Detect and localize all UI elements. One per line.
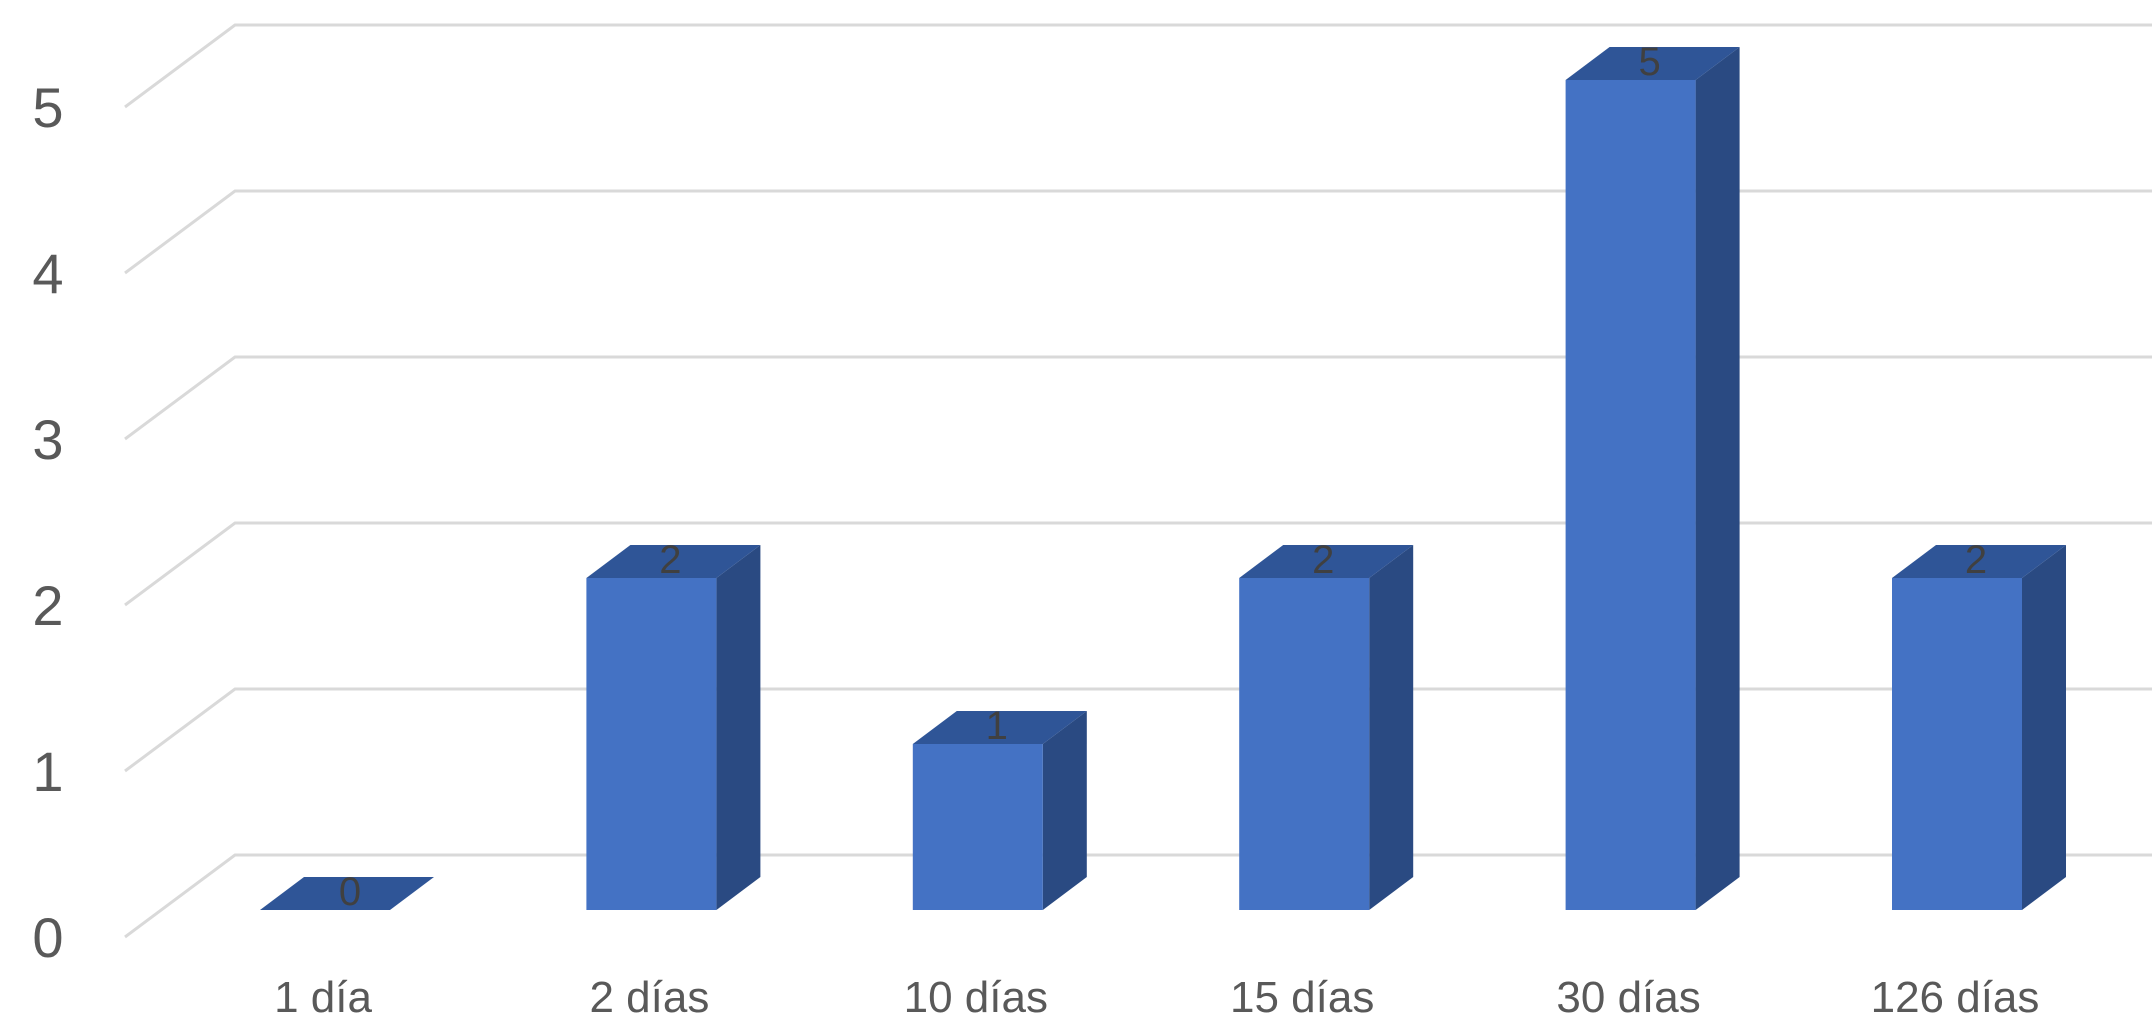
data-label: 2 — [659, 538, 681, 582]
y-tick-label: 5 — [32, 76, 63, 139]
data-label: 2 — [1965, 538, 1987, 582]
gridline — [124, 189, 2152, 275]
bar-top — [1239, 545, 1414, 578]
bar — [1239, 545, 1414, 910]
y-tick-label: 4 — [32, 242, 63, 305]
data-label: 5 — [1638, 40, 1660, 84]
gridline — [124, 853, 2152, 939]
bar — [586, 545, 761, 910]
data-label: 2 — [1312, 538, 1334, 582]
bar-side — [716, 545, 761, 910]
bar-side — [1695, 47, 1740, 910]
gridline — [124, 355, 2152, 441]
gridline — [124, 687, 2152, 773]
x-axis-labels: 1 día 2 días 10 días 15 días 30 días 126 días — [274, 973, 2039, 1017]
gridline — [124, 521, 2152, 607]
y-tick-label: 1 — [32, 740, 63, 803]
bar-front — [1892, 578, 2022, 910]
bar-side — [1369, 545, 1414, 910]
x-category-label: 30 días — [1556, 973, 1700, 1017]
bar-side — [2022, 545, 2066, 910]
bar-top — [912, 711, 1087, 744]
bars: 0 2 1 2 5 2 — [260, 40, 2066, 914]
bar — [1892, 545, 2066, 910]
bar — [912, 711, 1087, 910]
y-tick-label: 3 — [32, 408, 63, 471]
data-label: 0 — [339, 870, 361, 914]
bar-front — [912, 744, 1043, 910]
gridlines — [124, 23, 2152, 939]
bar-top — [1565, 47, 1740, 80]
x-category-label: 1 día — [274, 973, 372, 1017]
x-category-label: 15 días — [1230, 973, 1374, 1017]
bar-top — [586, 545, 761, 578]
bar-side — [1042, 711, 1087, 910]
y-tick-label: 0 — [32, 906, 63, 969]
bar-front — [1239, 578, 1370, 910]
gridline — [124, 23, 2152, 109]
x-category-label: 2 días — [589, 973, 709, 1017]
x-category-label: 10 días — [904, 973, 1048, 1017]
bar — [260, 877, 434, 910]
bar — [1565, 47, 1740, 910]
bar-front — [586, 578, 717, 910]
bar-top — [260, 877, 434, 910]
y-axis-ticks: 0 1 2 3 4 5 — [32, 76, 63, 969]
data-label: 1 — [986, 704, 1008, 748]
x-category-label: 126 días — [1871, 973, 2040, 1017]
bar-top — [1892, 545, 2066, 578]
bar-front — [1565, 80, 1696, 910]
y-tick-label: 2 — [32, 574, 63, 637]
